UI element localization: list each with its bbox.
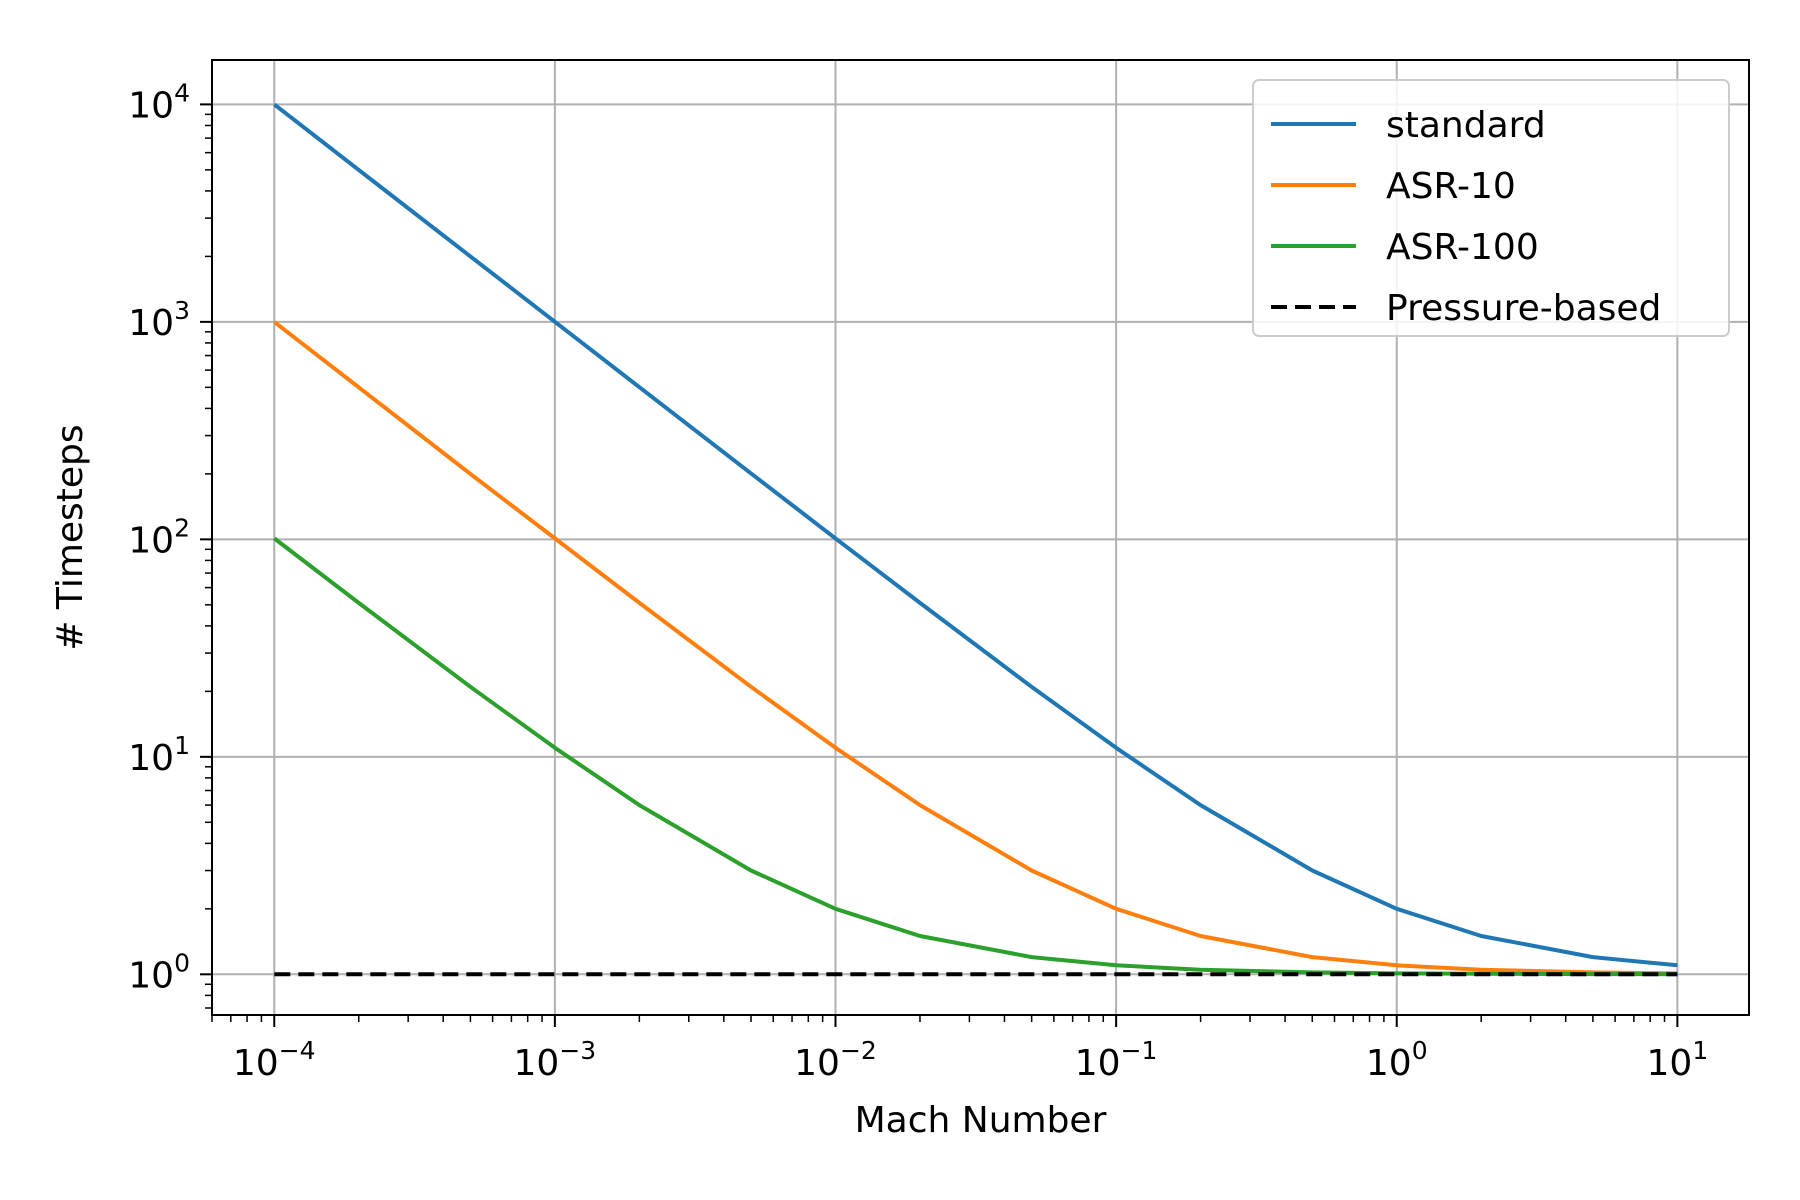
x-tick-label: 10−1 bbox=[1075, 1036, 1158, 1084]
x-tick-label: 10−2 bbox=[794, 1036, 877, 1084]
series-layer bbox=[273, 102, 1678, 977]
x-tick-label: 100 bbox=[1366, 1036, 1428, 1084]
x-axis-title: Mach Number bbox=[855, 1100, 1107, 1141]
x-tick-label: 10−3 bbox=[514, 1036, 597, 1084]
legend-label: ASR-100 bbox=[1386, 227, 1539, 268]
y-tick-label: 103 bbox=[128, 296, 190, 344]
series-line-standard bbox=[273, 102, 1678, 968]
y-axis-title: # Timesteps bbox=[50, 424, 91, 650]
series-line-asr-10 bbox=[273, 320, 1678, 976]
y-tick-label: 101 bbox=[128, 731, 190, 779]
plot-frame bbox=[211, 59, 1750, 1016]
legend-label: ASR-10 bbox=[1386, 166, 1516, 207]
legend-label: Pressure-based bbox=[1386, 288, 1661, 329]
y-tick-label: 104 bbox=[128, 78, 190, 126]
y-tick-label: 100 bbox=[128, 948, 190, 996]
legend-label: standard bbox=[1386, 105, 1546, 146]
major-ticks bbox=[200, 103, 1679, 1027]
x-tick-label: 101 bbox=[1647, 1036, 1709, 1084]
legend: standard ASR-10 ASR-100 Pressure-based bbox=[1252, 79, 1730, 337]
minor-ticks bbox=[205, 113, 1666, 1022]
legend-box bbox=[1252, 79, 1730, 337]
tick-labels: 10−4 10−3 10−2 10−1 100 101 100 101 102 103 104 bbox=[128, 78, 1708, 1084]
x-tick-label: 10−4 bbox=[233, 1036, 316, 1084]
y-tick-label: 102 bbox=[128, 513, 190, 561]
